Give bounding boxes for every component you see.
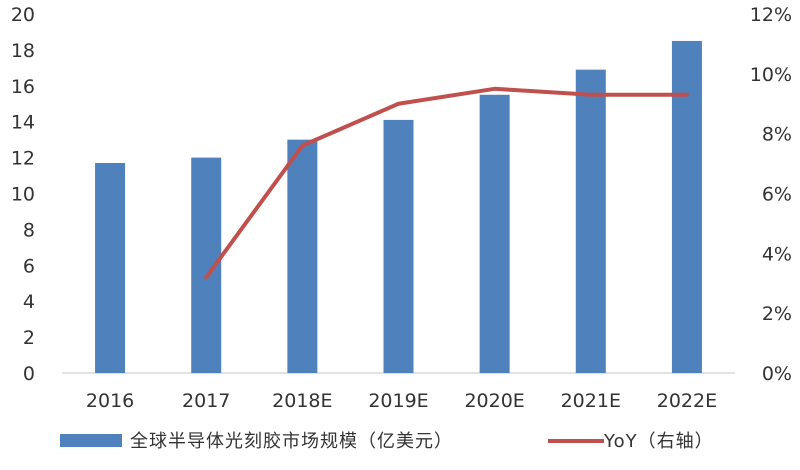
legend: 全球半导体光刻胶市场规模（亿美元） YoY（右轴） <box>60 431 714 452</box>
left-tick-label: 16 <box>11 76 35 98</box>
right-tick-label: 10% <box>750 64 792 86</box>
legend-bar-label: 全球半导体光刻胶市场规模（亿美元） <box>130 431 453 452</box>
left-tick-label: 14 <box>11 112 35 134</box>
yoy-point <box>204 275 208 279</box>
right-tick-label: 6% <box>762 184 792 206</box>
bar <box>479 94 510 374</box>
right-tick-label: 0% <box>762 363 792 385</box>
left-tick-label: 2 <box>23 327 35 349</box>
right-axis-ticks: 0% 2% 4% 6% 8% 10% 12% <box>750 4 792 385</box>
left-tick-label: 10 <box>11 184 35 206</box>
category-label: 2022E <box>657 390 717 412</box>
yoy-point <box>685 93 689 97</box>
right-tick-label: 8% <box>762 124 792 146</box>
right-tick-label: 4% <box>762 243 792 265</box>
category-label: 2019E <box>368 390 428 412</box>
bar <box>383 119 414 373</box>
yoy-point <box>300 144 304 148</box>
legend-bar-swatch <box>60 434 122 447</box>
yoy-point <box>397 102 400 106</box>
bar <box>671 40 702 374</box>
left-tick-label: 0 <box>23 363 35 385</box>
category-label: 2018E <box>272 390 332 412</box>
bar <box>287 139 318 373</box>
right-tick-label: 2% <box>762 303 792 325</box>
right-tick-label: 12% <box>750 4 792 26</box>
bar-series <box>95 40 702 374</box>
yoy-line-series <box>204 86 689 280</box>
left-tick-label: 20 <box>11 4 35 26</box>
left-tick-label: 6 <box>23 255 35 277</box>
legend-line-label: YoY（右轴） <box>603 431 714 452</box>
yoy-point <box>493 87 497 91</box>
category-label: 2016 <box>86 390 134 412</box>
bar <box>575 69 606 374</box>
left-tick-label: 4 <box>23 291 35 313</box>
yoy-line <box>204 86 689 280</box>
category-labels: 2016 2017 2018E 2019E 2020E 2021E 2022E <box>86 390 717 412</box>
left-tick-label: 18 <box>11 40 35 62</box>
yoy-point <box>589 93 593 97</box>
category-label: 2017 <box>182 390 230 412</box>
left-tick-label: 12 <box>11 148 35 170</box>
category-label: 2020E <box>464 390 524 412</box>
left-tick-label: 8 <box>23 219 35 241</box>
category-label: 2021E <box>561 390 621 412</box>
left-axis-ticks: 0 2 4 6 8 10 12 14 16 18 20 <box>11 4 35 385</box>
bar <box>95 162 126 373</box>
